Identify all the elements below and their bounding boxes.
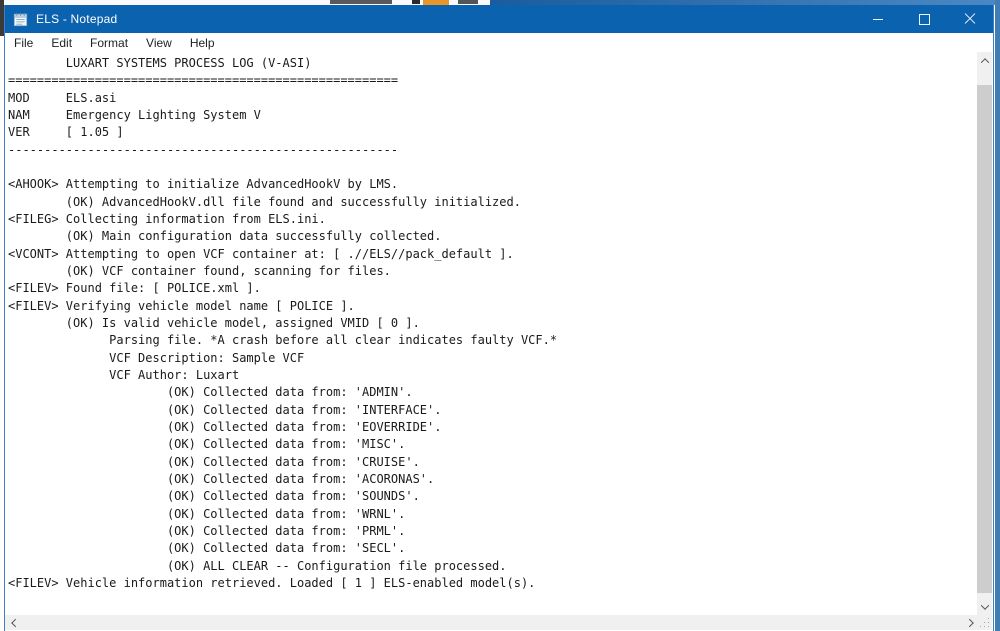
editor-text: LUXART SYSTEMS PROCESS LOG (V-ASI) =====…	[8, 56, 558, 590]
background-blue-titlebar-strip	[490, 0, 1000, 5]
scroll-right-icon	[964, 618, 974, 627]
background-window-left-strip	[0, 0, 4, 36]
background-dark-segment	[330, 0, 392, 4]
scroll-down-button[interactable]	[977, 598, 992, 615]
scrollbar-corner	[977, 615, 992, 630]
scroll-up-button[interactable]	[977, 52, 992, 69]
background-tick	[458, 0, 478, 4]
resize-grip-icon[interactable]	[988, 626, 989, 627]
vertical-scrollbar-thumb[interactable]	[977, 85, 992, 593]
titlebar[interactable]: ELS - Notepad	[5, 5, 993, 33]
scroll-left-button[interactable]	[5, 615, 22, 630]
menu-edit[interactable]: Edit	[51, 35, 73, 50]
close-button[interactable]	[947, 5, 993, 33]
menu-format[interactable]: Format	[90, 35, 129, 50]
notepad-app-icon	[13, 12, 28, 26]
menu-help[interactable]: Help	[189, 35, 215, 50]
menu-file[interactable]: File	[14, 35, 34, 50]
minimize-button[interactable]	[855, 5, 901, 33]
scroll-down-icon	[980, 600, 989, 610]
horizontal-scrollbar[interactable]	[5, 615, 979, 630]
window-controls	[855, 5, 993, 33]
background-window-top-strip	[0, 0, 1000, 5]
window-title: ELS - Notepad	[36, 12, 118, 26]
menu-view[interactable]: View	[146, 35, 172, 50]
vertical-scrollbar[interactable]	[977, 52, 992, 615]
scroll-up-icon	[980, 57, 989, 67]
close-icon	[964, 13, 976, 25]
background-folder-icon	[423, 0, 449, 5]
background-tick	[412, 0, 420, 4]
background-window-right-strip	[995, 0, 1000, 631]
maximize-icon	[918, 13, 930, 25]
scroll-left-icon	[10, 618, 20, 627]
menu-bar: File Edit Format View Help	[5, 33, 993, 52]
minimize-icon	[873, 18, 883, 20]
text-editor[interactable]: LUXART SYSTEMS PROCESS LOG (V-ASI) =====…	[5, 52, 979, 615]
notepad-window: ELS - Notepad File Edit Format View Help…	[4, 5, 994, 631]
maximize-button[interactable]	[901, 5, 947, 33]
